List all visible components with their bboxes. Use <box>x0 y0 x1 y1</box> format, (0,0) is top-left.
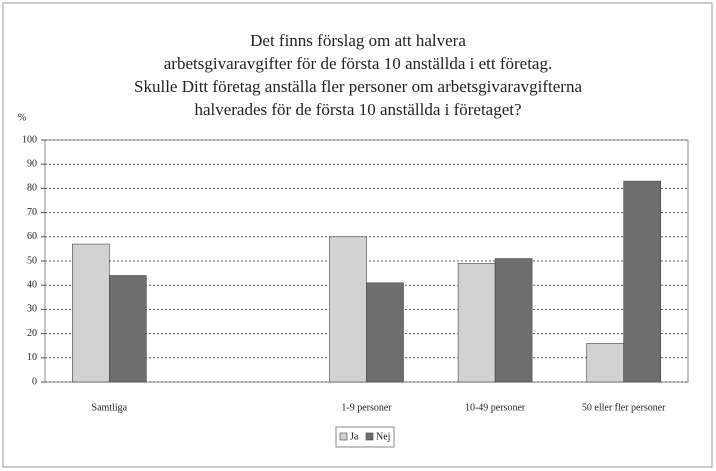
bar <box>623 180 662 383</box>
y-tick-label: 40 <box>27 279 37 290</box>
chart-title: arbetsgivaravgifter för de första 10 ans… <box>164 54 552 73</box>
legend-box <box>335 426 395 448</box>
legend-swatch <box>339 432 348 441</box>
x-tick-label: 50 eller fler personer <box>582 402 666 413</box>
y-tick-label: 50 <box>27 255 37 266</box>
bar <box>586 342 625 383</box>
chart-title: Det finns förslag om att halvera <box>250 31 466 50</box>
bar <box>72 243 110 383</box>
x-tick-label: 1-9 personer <box>341 402 392 413</box>
chart-title: halverades för de första 10 anställda i … <box>194 100 521 119</box>
x-tick-label: 10-49 personer <box>465 402 526 413</box>
y-tick-label: 60 <box>27 231 37 242</box>
y-tick-label: 10 <box>27 352 37 363</box>
legend-label: Ja <box>350 431 359 442</box>
bar <box>109 275 147 383</box>
bar <box>494 258 533 383</box>
legend-label: Nej <box>376 431 390 442</box>
bar <box>329 236 367 383</box>
y-tick-label: 30 <box>27 304 37 315</box>
y-tick-label: 100 <box>22 134 37 145</box>
legend-swatch <box>365 432 374 441</box>
bar <box>366 282 404 383</box>
y-axis-label: % <box>18 112 26 123</box>
chart-title: Skulle Ditt företag anställa fler person… <box>134 77 582 96</box>
y-tick-label: 80 <box>27 183 37 194</box>
y-tick-label: 90 <box>27 158 37 169</box>
y-tick-label: 0 <box>32 376 37 387</box>
bar <box>457 263 496 383</box>
y-tick-label: 20 <box>27 328 37 339</box>
x-tick-label: Samtliga <box>92 402 128 413</box>
y-tick-label: 70 <box>27 207 37 218</box>
